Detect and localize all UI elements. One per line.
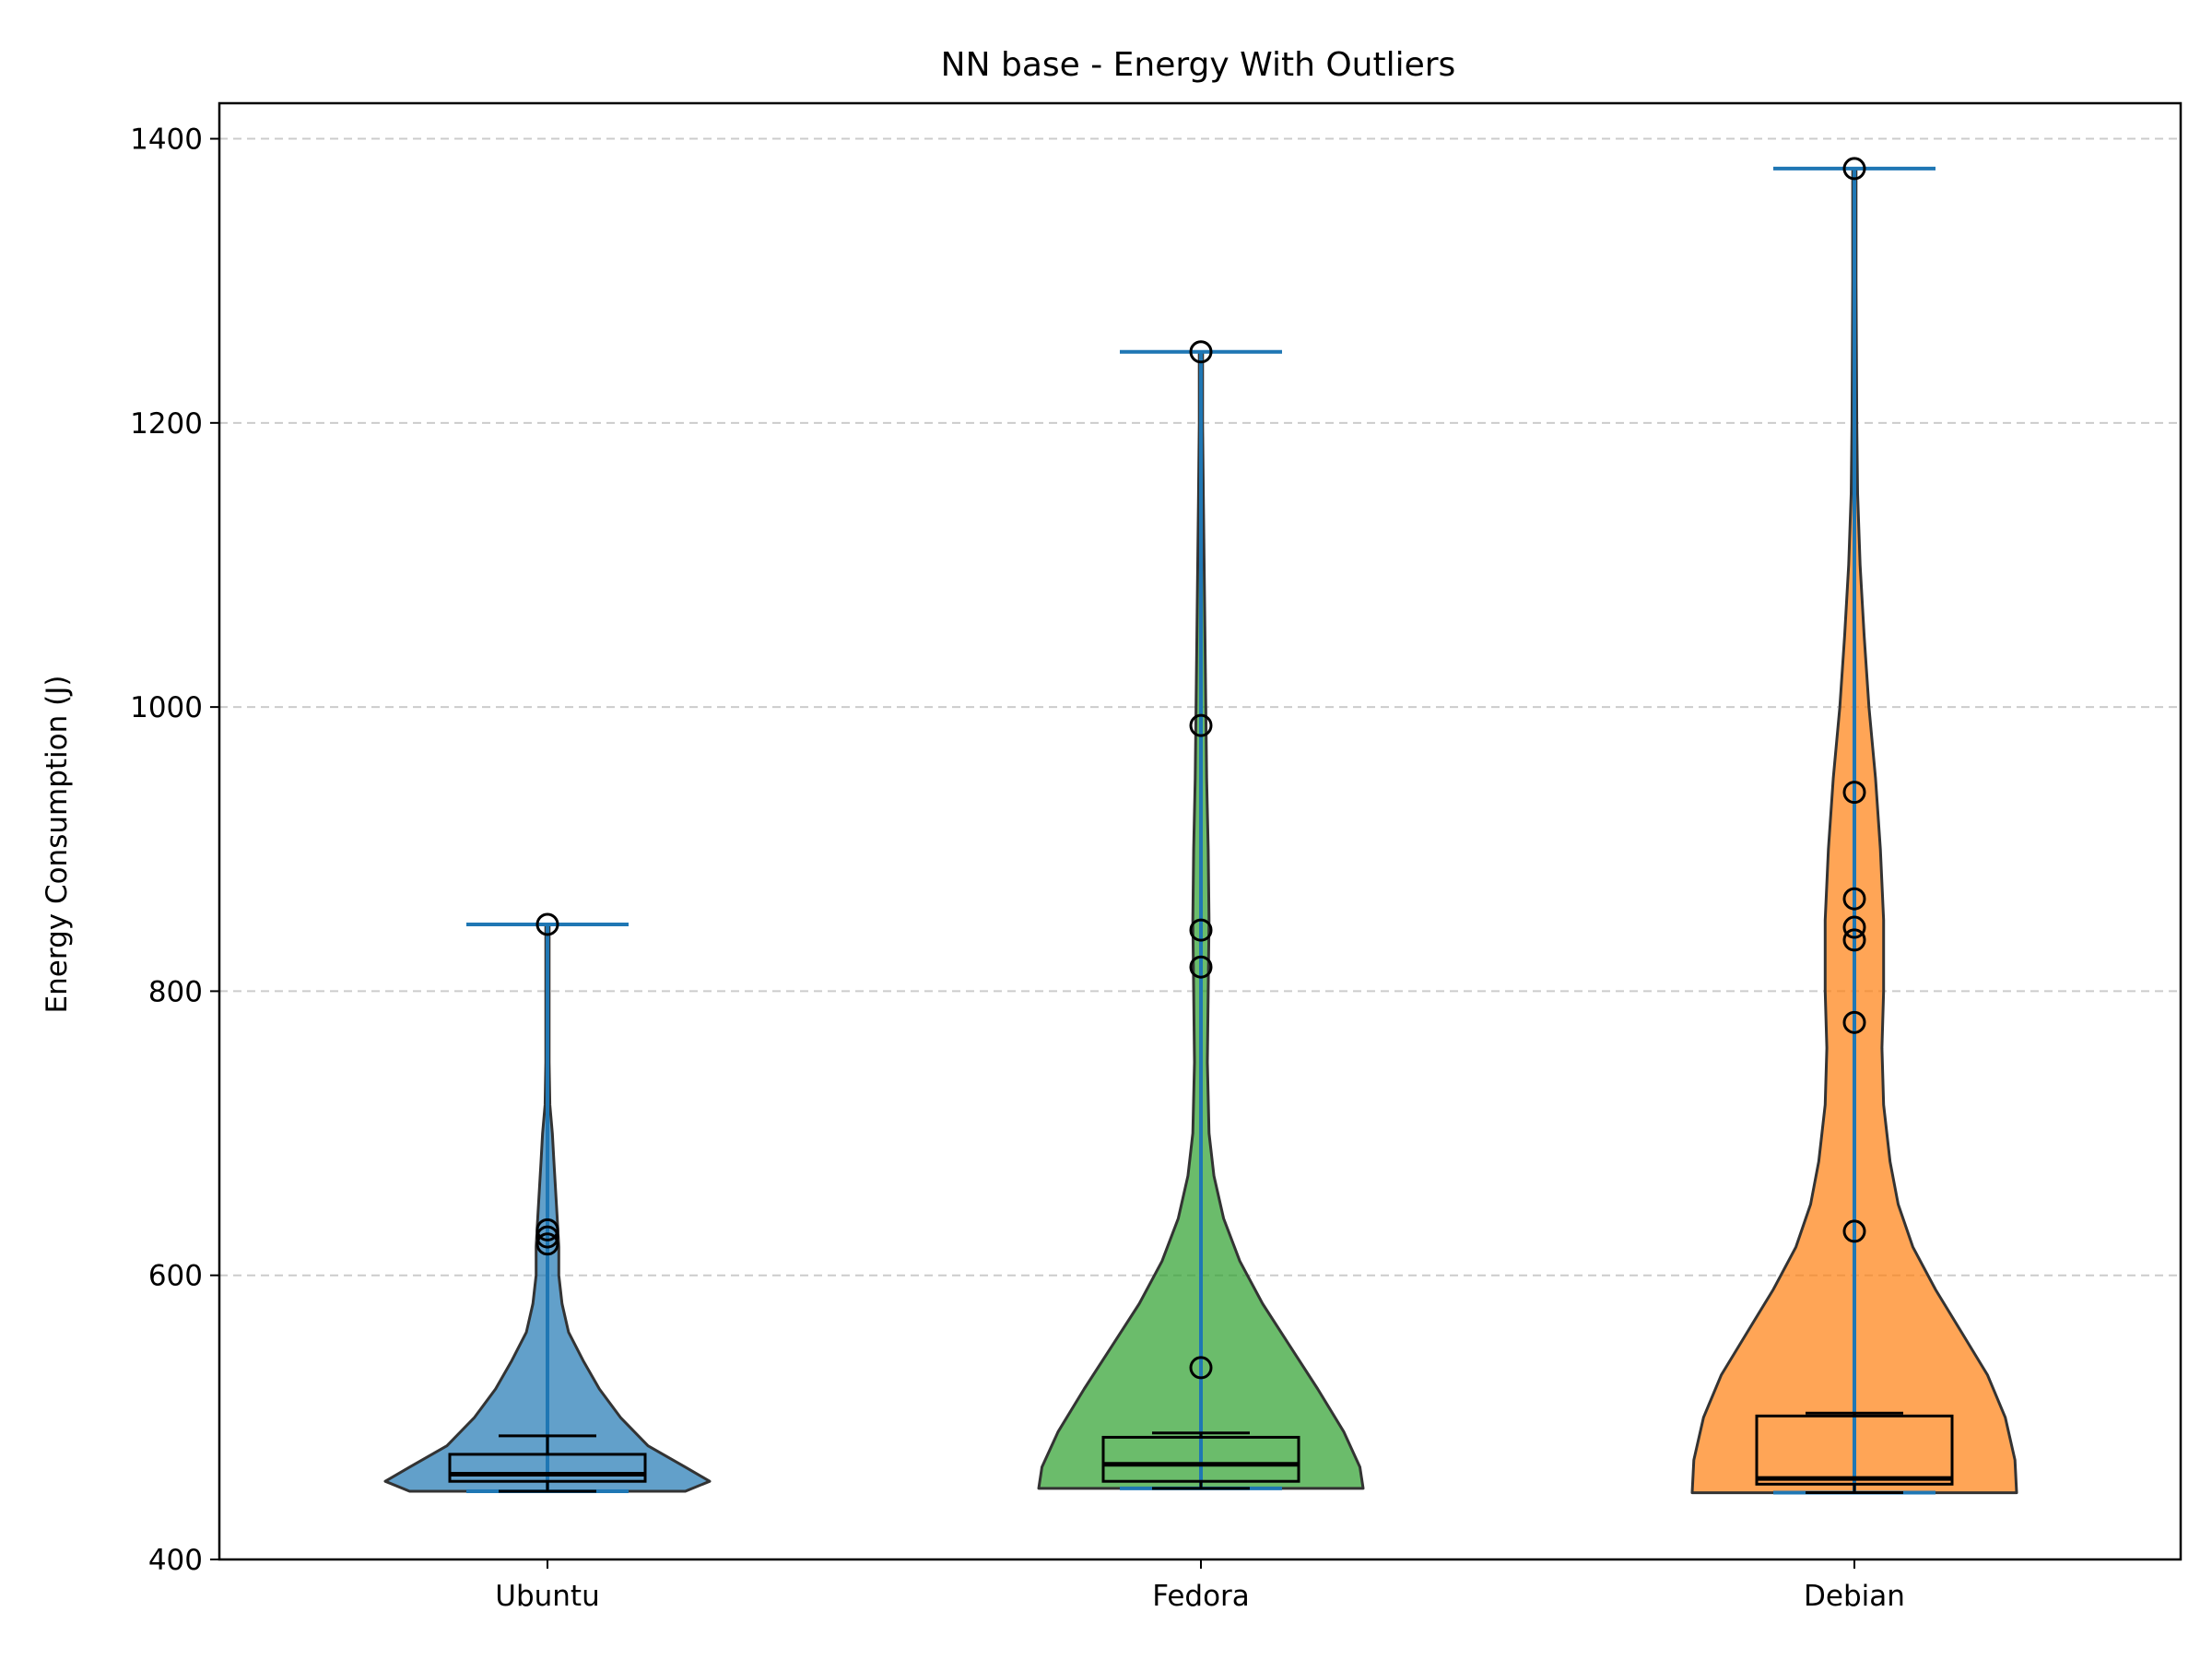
outlier-point [535, 912, 559, 936]
box-iqr [1101, 1435, 1300, 1483]
outlier-point [1842, 1219, 1866, 1243]
axes-layer: Ubuntu Fedora Debian 400 600 800 1000 1200 1400 [130, 101, 2183, 1613]
outlier-point [1842, 915, 1866, 939]
x-tick-label: Fedora [1152, 1580, 1250, 1613]
outlier-point [1842, 887, 1866, 911]
violin-layer [383, 157, 2018, 1495]
y-tick-label: 1400 [130, 124, 203, 157]
y-tick-label: 800 [148, 975, 203, 1008]
outlier-point [1189, 955, 1213, 979]
x-tick-label: Ubuntu [495, 1580, 599, 1613]
x-tick-label: Debian [1804, 1580, 1905, 1613]
outlier-point [535, 1218, 559, 1241]
chart-title: NN base - Energy With Outliers [941, 46, 1456, 84]
y-tick-label: 600 [148, 1260, 203, 1293]
outlier-point [1189, 1356, 1213, 1380]
y-tick-label: 1000 [130, 691, 203, 724]
outlier-point [1189, 340, 1213, 364]
outlier-point [535, 1232, 559, 1256]
y-tick-label: 400 [148, 1544, 203, 1577]
outlier-point [1189, 713, 1213, 737]
outlier-point [1842, 1010, 1866, 1034]
plot-frame [218, 101, 2183, 1561]
y-tick-label: 1200 [130, 407, 203, 441]
outlier-point [1842, 781, 1866, 805]
y-axis-label: Energy Consumption (J) [41, 676, 74, 1014]
box-iqr [448, 1453, 647, 1483]
outlier-point [1189, 918, 1213, 942]
outlier-point [1842, 157, 1866, 181]
outlier-point [1842, 928, 1866, 952]
outlier-point [535, 1225, 559, 1249]
box-iqr [1755, 1414, 1954, 1486]
